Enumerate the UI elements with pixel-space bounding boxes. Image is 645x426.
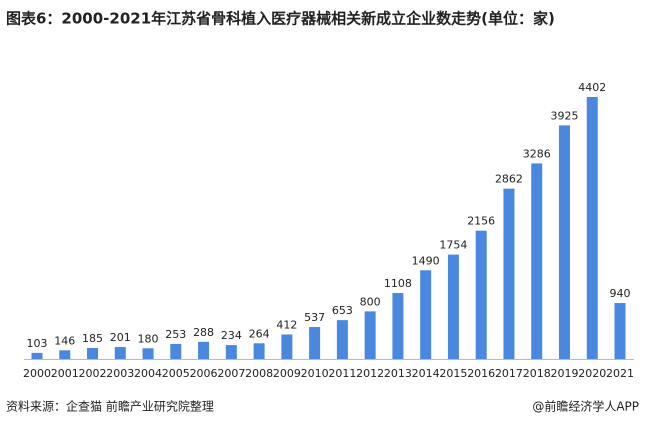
x-tick-label: 2014 <box>412 367 440 380</box>
value-label: 3925 <box>550 109 578 122</box>
bar <box>475 230 487 359</box>
x-tick-label: 2019 <box>550 367 578 380</box>
value-label: 1490 <box>412 254 440 267</box>
bar <box>142 348 154 359</box>
x-tick-label: 2008 <box>245 367 273 380</box>
value-label: 3286 <box>523 147 551 160</box>
x-tick-label: 2016 <box>467 367 495 380</box>
bar <box>392 293 404 359</box>
x-tick-label: 2020 <box>578 367 606 380</box>
x-tick-label: 2003 <box>106 367 134 380</box>
bar <box>364 311 376 359</box>
bar <box>447 254 459 359</box>
x-tick-label: 2011 <box>328 367 356 380</box>
bar <box>253 343 265 359</box>
bar <box>170 343 182 359</box>
bar <box>503 188 515 359</box>
value-label: 234 <box>221 329 242 342</box>
value-label: 180 <box>138 332 159 345</box>
x-tick-label: 2004 <box>134 367 162 380</box>
x-tick-label: 2017 <box>495 367 523 380</box>
bar <box>114 347 126 359</box>
value-label: 146 <box>54 334 75 347</box>
bar <box>281 334 293 359</box>
chart-title: 图表6：2000-2021年江苏省骨科植入医疗器械相关新成立企业数走势(单位：家… <box>6 10 555 28</box>
value-label: 1108 <box>384 277 412 290</box>
bar <box>614 303 626 359</box>
value-label: 288 <box>193 326 214 339</box>
source: 资料来源：企查猫 前瞻产业研究院整理 <box>6 399 214 414</box>
x-tick-label: 2018 <box>523 367 551 380</box>
x-tick-label: 2010 <box>301 367 329 380</box>
value-label: 537 <box>304 311 325 324</box>
bar <box>558 125 570 359</box>
x-tick-label: 2013 <box>384 367 412 380</box>
x-tick-label: 2021 <box>606 367 634 380</box>
bar <box>198 341 210 359</box>
x-tick-label: 2002 <box>79 367 107 380</box>
value-label: 264 <box>249 327 270 340</box>
x-tick-label: 2009 <box>273 367 301 380</box>
value-label: 185 <box>82 332 103 345</box>
value-label: 940 <box>610 287 631 300</box>
x-tick-label: 2007 <box>217 367 245 380</box>
bar <box>586 97 598 359</box>
bar <box>309 327 321 359</box>
x-tick-label: 2006 <box>190 367 218 380</box>
value-label: 4402 <box>578 81 606 94</box>
value-label: 2156 <box>467 215 495 228</box>
value-label: 2862 <box>495 173 523 186</box>
credit: @前瞻经济学人APP <box>532 399 639 414</box>
bar <box>225 345 237 359</box>
bar <box>420 270 432 359</box>
value-label: 1754 <box>439 239 467 252</box>
x-tick-label: 2015 <box>439 367 467 380</box>
value-label: 253 <box>165 328 186 341</box>
value-label: 800 <box>360 295 381 308</box>
bar <box>87 347 99 359</box>
x-tick-label: 2000 <box>23 367 51 380</box>
bar <box>31 352 43 359</box>
bar <box>531 163 543 359</box>
value-label: 201 <box>110 331 131 344</box>
x-tick-label: 2001 <box>51 367 79 380</box>
x-tick-label: 2012 <box>356 367 384 380</box>
value-label: 412 <box>276 318 297 331</box>
x-tick-label: 2005 <box>162 367 190 380</box>
value-label: 103 <box>27 337 48 350</box>
bar <box>59 350 71 359</box>
bar <box>336 320 348 359</box>
value-label: 653 <box>332 304 353 317</box>
